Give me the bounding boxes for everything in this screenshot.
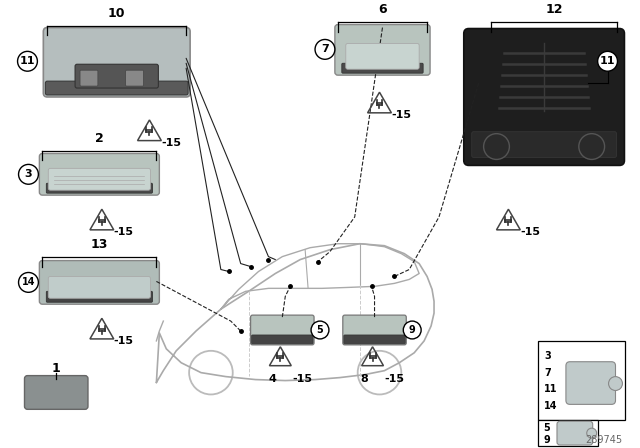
Text: -15: -15 (392, 110, 412, 120)
Text: 2: 2 (95, 132, 104, 145)
FancyBboxPatch shape (343, 315, 406, 345)
Circle shape (315, 39, 335, 59)
Circle shape (19, 164, 38, 184)
FancyBboxPatch shape (566, 362, 616, 405)
Text: 5: 5 (317, 325, 323, 335)
FancyBboxPatch shape (335, 25, 430, 75)
Text: 9: 9 (543, 435, 550, 445)
FancyBboxPatch shape (40, 154, 159, 195)
Text: 7: 7 (321, 44, 329, 54)
FancyBboxPatch shape (342, 63, 423, 73)
FancyBboxPatch shape (346, 43, 419, 69)
FancyBboxPatch shape (46, 291, 152, 302)
Text: -15: -15 (114, 336, 134, 346)
Text: 14: 14 (22, 277, 35, 288)
FancyBboxPatch shape (45, 81, 188, 95)
Text: 3: 3 (25, 169, 32, 179)
Text: -15: -15 (161, 138, 181, 147)
FancyBboxPatch shape (252, 335, 313, 344)
FancyBboxPatch shape (125, 70, 143, 86)
Text: 1: 1 (52, 362, 61, 375)
Text: 12: 12 (545, 3, 563, 16)
FancyBboxPatch shape (46, 183, 152, 193)
FancyBboxPatch shape (80, 70, 98, 86)
Circle shape (609, 377, 623, 391)
Text: 6: 6 (378, 3, 387, 16)
FancyBboxPatch shape (48, 168, 150, 190)
FancyBboxPatch shape (538, 341, 625, 420)
FancyBboxPatch shape (24, 375, 88, 409)
Circle shape (311, 321, 329, 339)
FancyBboxPatch shape (44, 28, 190, 97)
Text: 7: 7 (544, 368, 551, 378)
FancyBboxPatch shape (464, 29, 625, 165)
Circle shape (484, 134, 509, 159)
FancyBboxPatch shape (344, 335, 405, 344)
FancyBboxPatch shape (538, 420, 598, 446)
Text: 11: 11 (544, 384, 557, 395)
Text: -15: -15 (114, 227, 134, 237)
Text: 3: 3 (544, 351, 551, 361)
Text: 8: 8 (361, 374, 369, 383)
Text: 10: 10 (108, 7, 125, 20)
Circle shape (598, 52, 618, 71)
FancyBboxPatch shape (557, 421, 593, 445)
Text: 289745: 289745 (586, 435, 623, 445)
Circle shape (587, 428, 596, 438)
Text: 11: 11 (600, 56, 615, 66)
FancyBboxPatch shape (251, 315, 314, 345)
Circle shape (17, 52, 37, 71)
Text: 14: 14 (544, 401, 557, 411)
Text: -15: -15 (520, 227, 540, 237)
FancyBboxPatch shape (472, 132, 616, 157)
FancyBboxPatch shape (40, 261, 159, 304)
Text: 13: 13 (91, 238, 108, 251)
FancyBboxPatch shape (75, 64, 158, 88)
Circle shape (579, 134, 605, 159)
FancyBboxPatch shape (48, 276, 150, 298)
Circle shape (403, 321, 421, 339)
Text: 11: 11 (20, 56, 35, 66)
Text: 5: 5 (543, 423, 550, 433)
Circle shape (19, 272, 38, 292)
Text: 9: 9 (409, 325, 415, 335)
Text: 4: 4 (268, 374, 276, 383)
Text: -15: -15 (292, 374, 312, 383)
Text: -15: -15 (385, 374, 404, 383)
